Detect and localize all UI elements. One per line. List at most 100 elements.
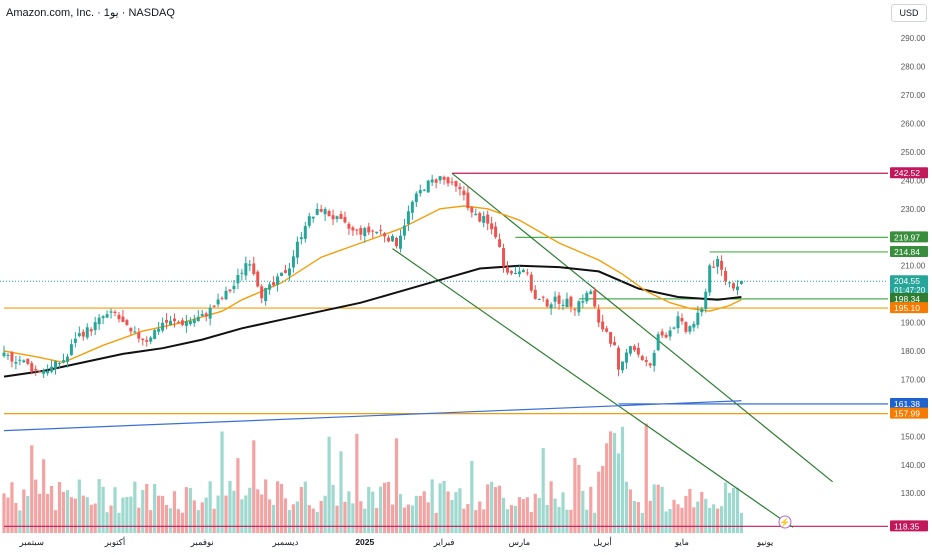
candle-body — [30, 363, 34, 372]
volume-bar — [141, 489, 145, 533]
candle-body — [252, 263, 256, 275]
candle-body — [700, 308, 704, 313]
volume-bar — [664, 511, 668, 533]
candle-body — [498, 239, 502, 247]
candle-body — [153, 330, 157, 340]
volume-bar — [18, 510, 22, 533]
volume-bar — [668, 508, 672, 533]
y-tick-label: 250.00 — [901, 148, 926, 157]
x-axis-label: فبراير — [433, 537, 455, 548]
volume-bar — [256, 489, 260, 533]
volume-bar — [700, 491, 704, 533]
volume-bar — [406, 504, 410, 533]
volume-bar — [680, 507, 684, 533]
countdown-label: 01:47:20 — [894, 286, 926, 295]
candle-body — [149, 337, 153, 342]
volume-bar — [379, 486, 383, 533]
candle-body — [323, 208, 327, 215]
y-tick-label: 190.00 — [901, 319, 926, 328]
volume-bar — [394, 438, 399, 533]
candle-body — [521, 269, 525, 273]
candle-body — [553, 296, 557, 302]
candle-body — [244, 263, 248, 276]
candle-body — [632, 346, 636, 351]
volume-bar — [418, 495, 422, 533]
volume-bar — [283, 498, 288, 533]
candle-body — [89, 329, 93, 332]
candle-body — [620, 361, 624, 371]
volume-bar — [133, 481, 137, 533]
candle-body — [640, 356, 644, 361]
candle-body — [46, 371, 50, 374]
y-tick-label: 170.00 — [901, 375, 926, 384]
candle-body — [664, 334, 668, 338]
trendlines — [3, 172, 833, 528]
candle-body — [69, 344, 73, 356]
price-label: 157.99 — [894, 409, 920, 419]
volume-bar — [129, 496, 133, 533]
price-label-bg — [890, 407, 928, 419]
candle-body — [728, 282, 732, 284]
volume-bar — [81, 495, 85, 533]
volume-bar — [466, 504, 470, 533]
volume-bar — [105, 512, 109, 533]
candle-body — [264, 288, 268, 302]
volume-bar — [153, 483, 157, 533]
candle-body — [196, 316, 200, 322]
volume-bar — [363, 508, 367, 533]
volume-bar — [505, 509, 510, 533]
volume-bar — [454, 492, 458, 533]
price-label: 198.34 — [894, 294, 920, 304]
volume-bar — [509, 505, 514, 533]
candle-body — [260, 286, 264, 299]
trendline — [392, 248, 794, 528]
x-axis-label: نوفمبر — [190, 537, 214, 548]
candle-body — [720, 260, 724, 270]
candle-body — [283, 270, 287, 273]
candle-body — [565, 298, 569, 308]
volume-bar — [652, 484, 656, 533]
volume-bar — [89, 504, 93, 533]
y-tick-label: 130.00 — [901, 489, 926, 498]
volume-bar — [220, 431, 224, 533]
volume-bar — [10, 482, 14, 533]
volume-bar — [291, 504, 296, 533]
volume-bar — [101, 486, 105, 533]
volume-bar — [34, 479, 38, 533]
volume-bar — [57, 482, 62, 533]
volume-bar — [97, 479, 101, 533]
volume-bar — [383, 482, 387, 533]
volume-bar — [240, 499, 244, 533]
candle-body — [529, 274, 533, 291]
flash-icon[interactable]: ⚡ — [778, 515, 792, 529]
volume-bar — [605, 443, 609, 533]
volume-bar — [367, 486, 371, 533]
volume-bar — [287, 510, 292, 533]
volume-bar — [343, 501, 347, 533]
volume-bar — [478, 501, 482, 533]
volume-bar — [696, 501, 700, 533]
price-label: 161.38 — [894, 399, 920, 409]
price-label: 242.52 — [894, 168, 920, 178]
candle-body — [636, 347, 640, 355]
candle-body — [541, 296, 545, 298]
x-axis-label: أبريل — [594, 535, 612, 548]
candle-body — [470, 207, 474, 213]
currency-button[interactable]: USD — [891, 4, 927, 22]
candle-body — [458, 186, 462, 190]
volume-bar — [192, 500, 196, 533]
trendline — [451, 172, 833, 483]
volume-bar — [26, 495, 30, 533]
x-axis-label: مايو — [674, 537, 689, 548]
volume-bar — [676, 504, 680, 533]
candle-body — [331, 215, 335, 220]
volume-bar — [557, 507, 561, 533]
volume-bar — [351, 503, 355, 533]
candle-body — [418, 190, 422, 194]
volume-bar — [632, 501, 636, 533]
volume-bar — [712, 504, 716, 533]
candle-body — [343, 216, 347, 223]
volume-bar — [410, 505, 414, 533]
